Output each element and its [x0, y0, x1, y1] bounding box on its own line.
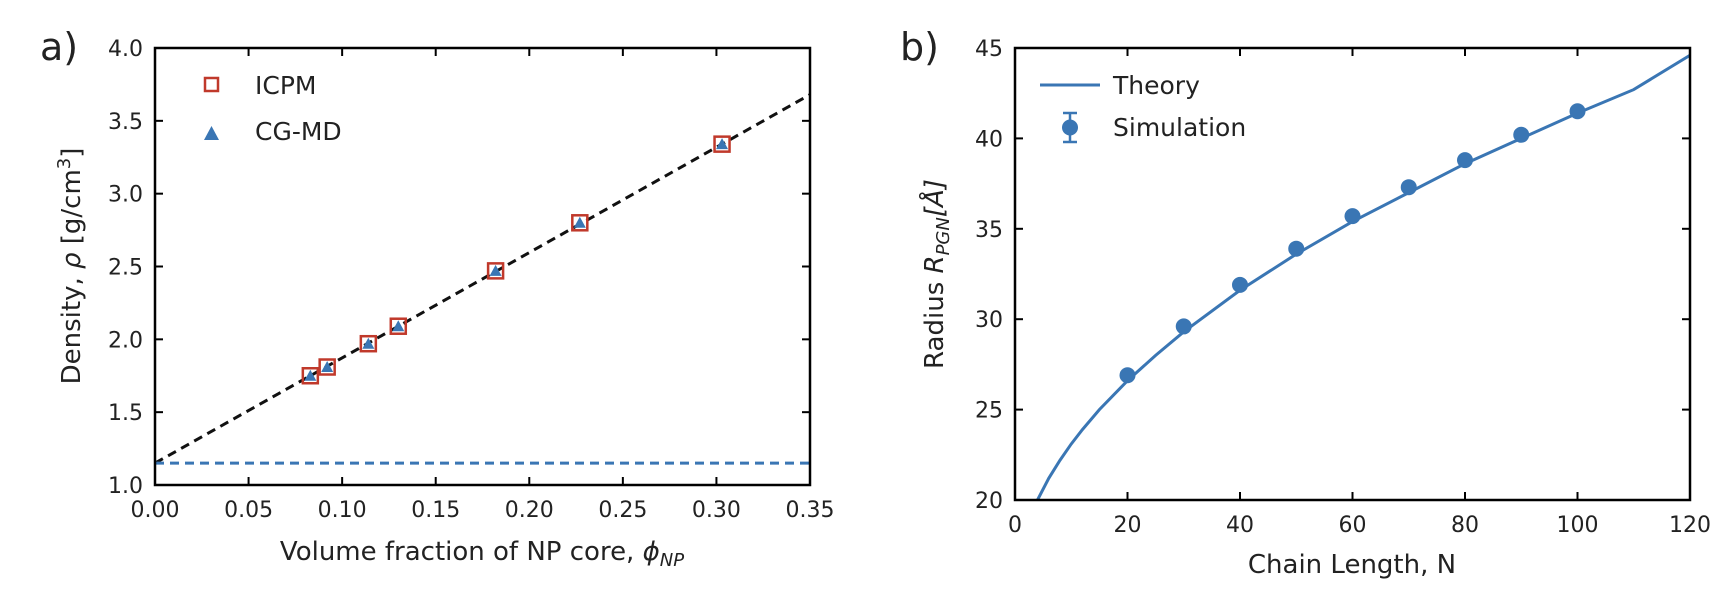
- panel-b-x-tick-label: 40: [1226, 513, 1254, 538]
- panel-a-plot-frame: [153, 46, 812, 487]
- panel-a-icpm-point: [389, 317, 408, 335]
- panel-a-icpm-point: [318, 358, 336, 376]
- panel-b-x-tick-label: 0: [1008, 513, 1022, 538]
- legend-cgmd-label: CG-MD: [255, 117, 342, 146]
- panel-b-x-tick-label: 80: [1451, 513, 1479, 538]
- panel-a-y-tick-label: 2.0: [108, 328, 143, 353]
- panel-b-x-tick-label: 60: [1339, 513, 1367, 538]
- panel-b-theory-line: [1036, 53, 1690, 500]
- panel-b-marks: [1119, 103, 1586, 384]
- panel-b-lines: [1036, 53, 1690, 500]
- legend-theory-label: Theory: [1112, 71, 1200, 100]
- panel-a-y-tick-label: 1.0: [108, 474, 143, 499]
- panel-a-cg-md-point: [321, 361, 334, 373]
- legend-cgmd-marker: [204, 126, 219, 140]
- panel-a-x-axis-title: Volume fraction of NP core, ϕNP: [280, 537, 684, 571]
- panel-b-simulation-point: [1457, 152, 1473, 169]
- panel-a: a) 0.00 0.05 0.10 0.15 0.20 0.25 0.30 0.35 1.0 1.…: [40, 25, 834, 571]
- panel-a-x-tick-label: 0.10: [318, 498, 367, 523]
- panel-b-y-tick-label: 25: [975, 399, 1003, 424]
- panel-a-x-tick-label: 0.20: [505, 498, 554, 523]
- panel-a-label: a): [40, 25, 78, 69]
- panel-b-simulation-point: [1232, 276, 1248, 293]
- panel-a-cg-md-point: [573, 216, 586, 228]
- panel-a-y-axis-title: Density, ρ [g/cm3]: [54, 148, 87, 385]
- legend-icpm-label: ICPM: [255, 71, 316, 100]
- panel-b-simulation-point: [1513, 126, 1530, 143]
- panel-b-y-tick-label: 45: [975, 37, 1003, 62]
- panel-b-label: b): [900, 25, 939, 69]
- panel-b-y-tick-label: 30: [975, 308, 1003, 333]
- panel-a-x-tick-label: 0.00: [131, 498, 180, 523]
- panel-a-linear-fit-line: [155, 93, 810, 465]
- panel-a-cg-md-point: [304, 369, 317, 381]
- panel-b-x-tick-label: 100: [1557, 513, 1599, 538]
- panel-a-icpm-point: [713, 135, 731, 153]
- panel-a-icpm-point: [359, 334, 378, 353]
- panel-b-simulation-point: [1175, 318, 1192, 335]
- panel-a-cg-md-point: [489, 264, 502, 276]
- panel-a-marks: [301, 135, 731, 385]
- panel-b-simulation-point: [1400, 179, 1417, 196]
- panel-b-x-axis-title: Chain Length, N: [1248, 550, 1456, 580]
- panel-b-x-tick-label: 20: [1114, 513, 1142, 538]
- panel-a-x-tick-label: 0.35: [786, 498, 835, 523]
- legend-simulation-label: Simulation: [1113, 113, 1246, 142]
- panel-a-y-tick-label: 2.5: [108, 256, 143, 281]
- legend-simulation-marker: [1062, 119, 1078, 136]
- panel-a-icpm-point: [571, 214, 589, 232]
- panel-b-y-tick-label: 40: [975, 127, 1003, 152]
- panel-a-cg-md-point: [716, 138, 729, 150]
- panel-a-y-tick-label: 3.5: [108, 110, 143, 135]
- panel-a-ticks: 0.00 0.05 0.10 0.15 0.20 0.25 0.30 0.35 1.0 1.5 2.…: [108, 37, 834, 523]
- panel-b-simulation-point: [1119, 367, 1136, 384]
- panel-a-cg-md-point: [362, 337, 375, 349]
- panel-b-y-axis-title: Radius RPGN[Å]: [918, 179, 954, 369]
- panel-a-x-tick-label: 0.05: [224, 498, 273, 523]
- panel-b-x-tick-label: 120: [1669, 513, 1711, 538]
- panel-b-simulation-point: [1569, 103, 1586, 120]
- panel-a-legend: ICPM CG-MD: [203, 71, 342, 146]
- panel-a-x-tick-label: 0.25: [598, 498, 647, 523]
- panel-a-reference-lines: [155, 93, 810, 465]
- panel-a-y-tick-label: 4.0: [108, 37, 143, 62]
- panel-a-y-tick-label: 1.5: [108, 401, 143, 426]
- panel-b-legend: Theory Simulation: [1040, 71, 1246, 144]
- panel-a-x-tick-label: 0.15: [411, 498, 460, 523]
- panel-a-icpm-point: [486, 262, 505, 280]
- panel-b-y-tick-label: 35: [975, 218, 1003, 243]
- panel-a-x-tick-label: 0.30: [692, 498, 741, 523]
- legend-icpm-marker: [203, 76, 220, 93]
- panel-a-cg-md-point: [392, 320, 405, 332]
- panel-a-y-tick-label: 3.0: [108, 183, 143, 208]
- panel-b-y-tick-label: 20: [975, 489, 1003, 514]
- panel-b-simulation-point: [1288, 240, 1305, 257]
- panel-a-icpm-point: [301, 367, 320, 385]
- panel-b-simulation-point: [1344, 208, 1361, 225]
